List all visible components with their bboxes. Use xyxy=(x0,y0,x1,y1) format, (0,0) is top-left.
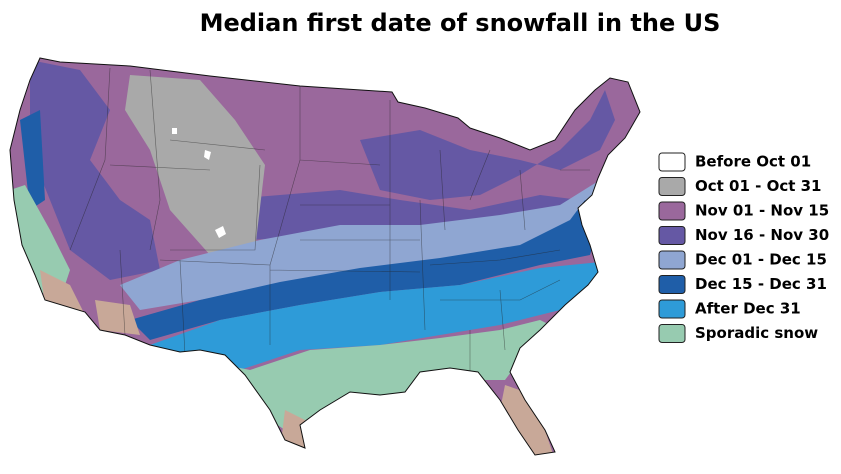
legend-swatch xyxy=(658,201,686,221)
map-zone xyxy=(360,90,615,200)
legend-swatch xyxy=(658,324,686,343)
title: Median first date of snowfall in the US xyxy=(200,9,721,37)
legend-swatch xyxy=(658,275,686,294)
legend-swatch xyxy=(658,226,686,245)
legend-label: Dec 15 - Dec 31 xyxy=(695,275,827,293)
map-zone xyxy=(125,75,265,255)
map-zone xyxy=(150,262,600,370)
map-fill xyxy=(10,58,640,455)
legend: Before Oct 01 Oct 01 - Oct 31 Nov 01 - Nov… xyxy=(658,152,829,343)
legend-swatch xyxy=(658,299,686,319)
map-zone xyxy=(30,60,160,280)
map-zone xyxy=(20,110,600,340)
state-borders xyxy=(69,67,590,372)
legend-swatch xyxy=(658,177,686,196)
legend-label: Oct 01 - Oct 31 xyxy=(695,177,822,195)
map-zone xyxy=(40,270,555,455)
legend-swatch xyxy=(658,250,686,270)
legend-label: After Dec 31 xyxy=(695,300,801,318)
legend-label: Nov 01 - Nov 15 xyxy=(695,202,829,220)
map-zone xyxy=(120,180,610,310)
legend-label: Before Oct 01 xyxy=(695,153,811,171)
legend-label: Dec 01 - Dec 15 xyxy=(695,251,827,269)
legend-swatch xyxy=(658,152,686,172)
legend-label: Sporadic snow xyxy=(695,324,818,342)
legend-label: Nov 16 - Nov 30 xyxy=(695,226,829,244)
